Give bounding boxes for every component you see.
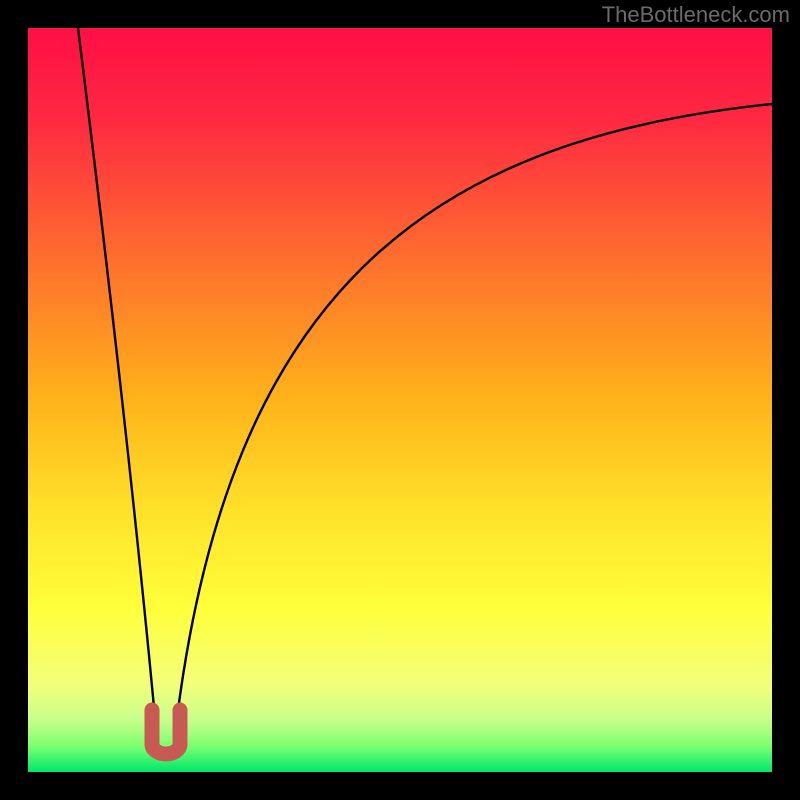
chart-svg (0, 0, 800, 800)
chart-canvas: TheBottleneck.com (0, 0, 800, 800)
